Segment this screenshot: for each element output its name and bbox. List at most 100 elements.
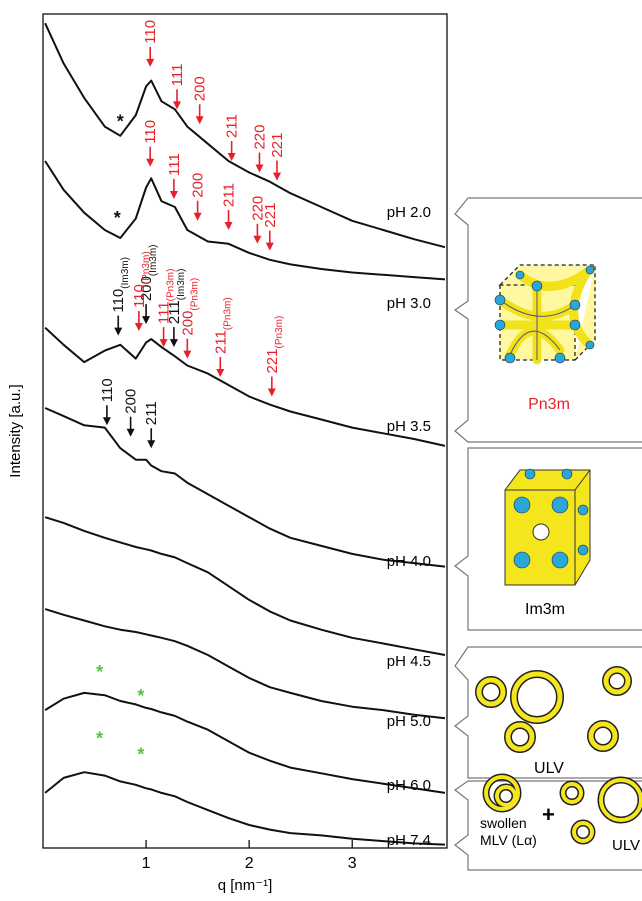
peak-annotation: 221 (269, 133, 286, 181)
peak-label: 111 (169, 64, 186, 87)
star-marker: * (114, 208, 121, 228)
peak-label: 200 (192, 76, 209, 101)
peak-index: 220 (251, 124, 268, 149)
peak-label: 200 (123, 389, 140, 414)
star-marker: * (137, 686, 144, 706)
peak-annotation: 110 (142, 20, 159, 67)
curve-label: pH 2.0 (387, 204, 431, 221)
peak-label: 211(Pn3m) (212, 297, 233, 354)
panel-label: MLV (Lα) (480, 832, 537, 848)
panel-label: ULV (534, 760, 564, 777)
x-tick-label: 2 (245, 855, 254, 872)
peak-index: 211 (212, 330, 229, 354)
curve-label: pH 4.0 (387, 553, 431, 570)
peak-annotation: 220 (251, 124, 268, 172)
curve-label: pH 7.4 (387, 832, 431, 849)
peak-label: 211 (221, 183, 238, 207)
x-axis-label: q [nm⁻¹] (218, 877, 273, 894)
peak-arrowhead (183, 351, 191, 359)
peak-arrowhead (146, 59, 154, 67)
peak-arrowhead (255, 165, 263, 173)
peak-annotation: 221 (262, 203, 279, 251)
panel-plus: + (542, 802, 555, 827)
peak-arrowhead (147, 440, 155, 448)
curve-label: pH 5.0 (387, 713, 431, 730)
peak-arrowhead (273, 173, 281, 181)
peak-index: 111 (169, 64, 186, 87)
peak-label: 111 (166, 153, 183, 176)
peak-annotation: 200 (192, 76, 209, 124)
peak-label: 200 (190, 173, 207, 198)
plot-area: 123pH 2.0pH 3.0pH 3.5pH 4.0pH 4.5pH 5.0p… (43, 14, 447, 872)
peak-label: 221(Pn3m) (264, 316, 285, 374)
panel-label: Im3m (525, 601, 565, 618)
peak-label: 221 (262, 203, 279, 228)
star-marker: * (96, 728, 103, 748)
peak-arrowhead (196, 116, 204, 124)
panel-label: ULV (612, 837, 640, 854)
peak-index: 110 (110, 289, 127, 313)
curve (45, 517, 445, 655)
figure: Pn3m Im3m ULV swollen MLV (Lα) + ULV 123… (0, 0, 642, 896)
peak-index: 110 (142, 120, 159, 144)
y-axis-label: Intensity [a.u.] (7, 384, 24, 477)
curve-label: pH 6.0 (387, 777, 431, 794)
peak-phase: (Pn3m) (274, 316, 285, 349)
peak-phase: (Im3m) (176, 269, 187, 301)
peak-annotation: 111 (166, 153, 183, 199)
peak-index: 211 (221, 183, 238, 207)
peak-arrowhead (228, 153, 236, 161)
peak-label: 211 (224, 114, 241, 138)
curve (45, 161, 445, 279)
peak-phase: (Pn3m) (222, 297, 233, 330)
peak-annotation: 200 (123, 389, 140, 437)
curve (45, 23, 445, 247)
peak-arrowhead (142, 316, 150, 324)
peak-arrowhead (225, 222, 233, 230)
panel-label: swollen (480, 815, 527, 831)
peak-annotation: 221(Pn3m) (264, 316, 285, 397)
peak-label: 110 (142, 20, 159, 44)
peak-index: 221 (269, 133, 286, 158)
peak-label: 110(Im3m) (110, 257, 131, 313)
peak-annotation: 111 (169, 64, 186, 110)
peak-label: 110 (99, 378, 116, 402)
peak-label: 110 (142, 120, 159, 144)
peak-index: 110 (142, 20, 159, 44)
peak-arrowhead (114, 328, 122, 336)
peak-arrowhead (266, 243, 274, 251)
peak-phase: (Pn3m) (166, 269, 177, 302)
peak-arrowhead (268, 389, 276, 397)
peak-phase: (Im3m) (120, 257, 131, 289)
star-marker: * (117, 112, 124, 132)
x-tick-label: 3 (348, 855, 357, 872)
star-marker: * (96, 662, 103, 682)
peak-index: 211 (143, 401, 160, 425)
peak-index: 200 (192, 76, 209, 101)
peak-arrowhead (103, 417, 111, 425)
peak-index: 221 (262, 203, 279, 228)
peak-index: 111 (156, 301, 173, 324)
curve (45, 408, 445, 567)
peak-arrowhead (127, 429, 135, 437)
peak-arrowhead (253, 236, 261, 244)
peak-label: 221 (269, 133, 286, 158)
star-marker: * (137, 745, 144, 765)
peak-annotation: 211 (221, 183, 238, 230)
peak-arrowhead (170, 339, 178, 347)
peak-annotation: 200 (190, 173, 207, 221)
peak-annotation: 110(Im3m) (110, 257, 131, 336)
peak-index: 110 (99, 378, 116, 402)
peak-annotation: 110 (99, 378, 116, 425)
x-tick-label: 1 (142, 855, 151, 872)
curve-label: pH 4.5 (387, 653, 431, 670)
peak-index: 221 (264, 349, 281, 374)
peak-index: 111 (166, 153, 183, 176)
peak-arrowhead (146, 159, 154, 167)
im3m-schematic (505, 469, 590, 585)
curve (45, 693, 445, 793)
peak-annotation: 211(Pn3m) (212, 297, 233, 377)
peak-phase: (Pn3m) (189, 278, 200, 311)
curve (45, 609, 445, 718)
curve-label: pH 3.0 (387, 295, 431, 312)
